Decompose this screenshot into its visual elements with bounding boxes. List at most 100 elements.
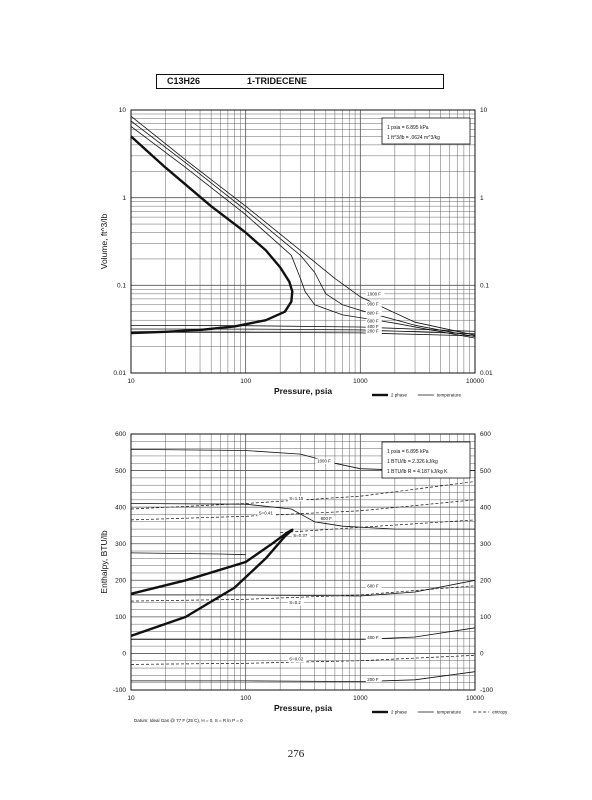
y-tick-label: 600 [115,431,126,438]
y-tick-label-right: 400 [480,504,491,511]
y-tick-label-right: 600 [480,431,491,438]
series-600-f [130,325,476,332]
x-tick-label: 10 [127,695,135,702]
curve-label: 1000 F [367,291,381,296]
annotation-bg [365,634,382,641]
curve-label: 400 F [367,635,379,640]
y-tick-label: -100 [113,687,126,694]
curve-label: S=0.02 [289,657,304,662]
curve-label: S=0.37 [293,533,308,538]
y-tick-label: 200 [115,577,126,584]
curve-label: 900 F [367,301,379,306]
conversion-text: 1 ft^3/lb = .0624 m^3/kg [387,135,440,141]
annotation-bg [365,323,382,330]
chemical-name: 1-TRIDECENE [247,76,308,86]
annotation-bg [365,291,385,297]
y-tick-label-right: 10 [480,107,488,114]
annotation-bg [287,600,304,606]
annotation-bg [365,676,382,683]
annotation-bg [365,328,382,334]
x-tick-label: 1000 [353,695,368,702]
y-tick-label: 1 [122,195,126,202]
conversion-text: 1 psia = 6.895 kPa [387,125,429,131]
y-tick-label-right: 0.01 [480,370,493,377]
curve-label: S=0.41 [259,510,274,515]
conversion-text: 1 psia = 6.895 kPa [387,449,429,455]
x-tick-label: 100 [240,378,251,385]
curve-label: 400 F [367,324,379,329]
page-number: 276 [287,748,305,760]
series-1000-f [130,115,476,336]
y-tick-label-right: 500 [480,468,491,475]
annotation-bg [319,515,336,522]
series-400-f [131,627,476,640]
y-tick-label: 0.01 [113,370,126,377]
legend-label: temperature [437,710,462,715]
legend-label: 2 phase [391,393,408,398]
y-tick-label-right: 0.1 [480,283,489,290]
two-phase-boundary [130,528,294,638]
y-tick-label-right: 300 [480,541,491,548]
datum-footnote: Datum: Ideal Gas @ 77 F (25 C), H = 0, S… [134,718,243,723]
y-tick-label: 0 [122,651,126,658]
annotation-bg [365,583,382,590]
annotation-bg [315,458,335,465]
y-tick-label: 300 [115,541,126,548]
annotation-bg [365,310,382,316]
curve-label: 200 F [367,328,379,333]
annotation-bg [287,656,307,663]
x-tick-label: 10 [127,378,135,385]
x-axis-label: Pressure, psia [274,703,332,713]
y-tick-label: 400 [115,504,126,511]
series-400-f [130,328,476,335]
grid [131,434,475,690]
curve-label: 600 F [367,319,379,324]
plot-frame [130,433,476,691]
curve-label: 200 F [367,677,379,682]
series-600-f [131,579,476,597]
y-tick-label-right: 100 [480,614,491,621]
legend-label: temperature [437,393,462,398]
series-s-0-37 [280,519,476,534]
x-tick-label: 1000 [353,378,368,385]
annotation-bg [365,318,382,325]
curve-label: 800 F [321,516,333,521]
conversion-text: 1 BTU/lb R = 4.187 kJ/kg K [387,469,448,475]
x-axis-label: Pressure, psia [274,386,332,396]
curve-label: 1000 F [317,459,331,464]
series-800-f [130,126,476,339]
y-tick-label: 500 [115,468,126,475]
annotation-bg [257,510,276,516]
series-800-f [130,503,475,530]
header-box: C13H26 1-TRIDECENE [156,74,444,89]
series-200-f [130,331,476,337]
series-group [130,115,476,339]
plot-frame [130,109,476,374]
x-tick-label: 100 [240,695,251,702]
curve-label: 800 F [367,310,379,315]
y-tick-label: 10 [119,107,127,114]
curve-label: 600 F [367,584,379,589]
y-tick-label-right: 0 [480,651,484,658]
y-tick-label-right: 1 [480,195,484,202]
series-s-0-2 [130,585,476,602]
conversion-text: 1 BTU/lb = 2.326 kJ/kg [387,459,438,465]
x-tick-label: 10000 [466,695,484,702]
curve-label: S=1.15 [289,496,304,501]
y-tick-label-right: 200 [480,577,491,584]
y-tick-label-right: -100 [480,687,493,694]
y-axis-label: Enthalpy, BTU/lb [99,530,109,593]
annotation-bg [365,301,382,307]
legend-label: entropy [492,710,508,715]
curve-label: S=0.2 [289,600,301,605]
grid [131,110,475,373]
conversion-box [381,117,471,145]
y-axis-label: Volume, ft^3/lb [99,213,109,269]
annotation-bg [287,495,307,502]
y-tick-label: 100 [115,614,126,621]
series-s-0-41 [130,499,476,521]
chemical-formula: C13H26 [167,76,201,86]
